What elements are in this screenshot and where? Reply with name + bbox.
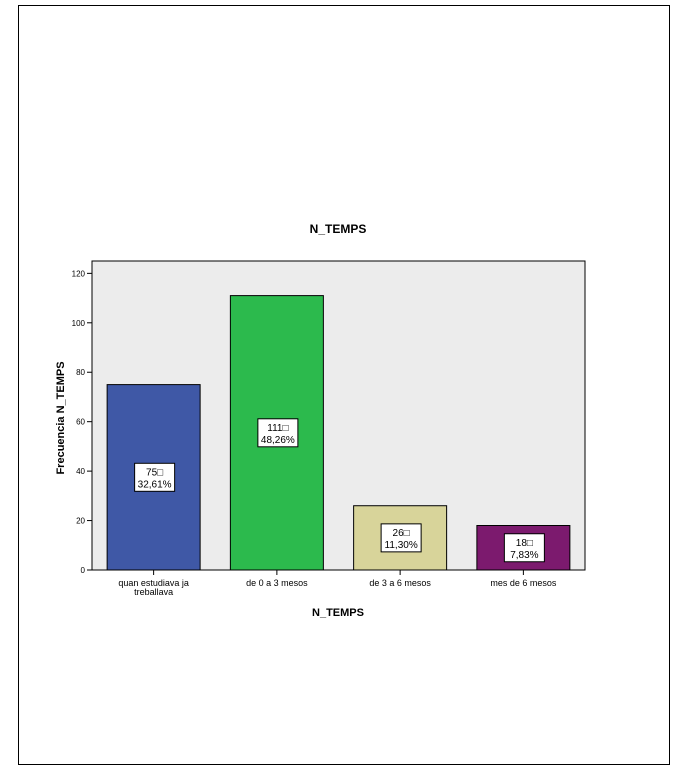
y-tick-label: 40: [76, 467, 85, 476]
data-label-percent: 7,83%: [510, 550, 538, 561]
bars: 75□32,61% 111□48,26% 26□11,30% 18□7,83%: [106, 295, 571, 571]
data-label-count: 26□: [393, 528, 410, 539]
x-tick-label: treballava: [134, 587, 173, 597]
y-axis: 0 20 40 60 80 100 120: [72, 269, 92, 575]
x-tick-label: mes de 6 mesos: [490, 578, 557, 588]
y-tick-label: 80: [76, 368, 85, 377]
data-label-percent: 11,30%: [385, 540, 418, 551]
x-axis-label: N_TEMPS: [312, 607, 364, 619]
data-label-percent: 48,26%: [261, 435, 295, 446]
x-tick-label: de 0 a 3 mesos: [246, 578, 308, 588]
bar-chart: N_TEMPS 0 20 40 60 80 100 120 75□32,61% 111□48,…: [55, 222, 586, 619]
data-label-count: 18□: [516, 538, 533, 549]
y-tick-label: 20: [76, 517, 85, 526]
data-label-percent: 32,61%: [138, 479, 172, 490]
data-label-box: [503, 533, 545, 563]
x-tick-label: quan estudiava ja: [118, 578, 189, 588]
x-tick-label: de 3 a 6 mesos: [369, 578, 431, 588]
data-label-box: [380, 523, 422, 553]
y-tick-label: 120: [72, 269, 86, 278]
y-tick-label: 60: [76, 418, 85, 427]
y-axis-label: Frecuencia N_TEMPS: [55, 361, 67, 474]
chart-title: N_TEMPS: [310, 222, 367, 236]
data-label-count: 75□: [146, 467, 163, 478]
data-label-box: [257, 418, 299, 448]
y-tick-label: 0: [81, 566, 86, 575]
data-label-count: 111□: [267, 423, 288, 434]
data-label-box: [134, 462, 176, 492]
y-tick-label: 100: [72, 319, 86, 328]
